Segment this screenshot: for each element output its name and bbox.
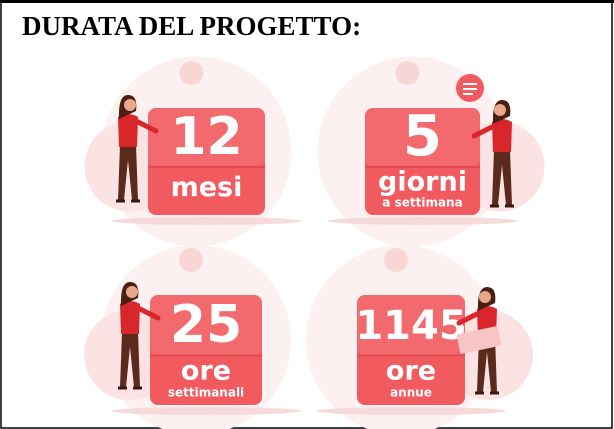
head [494,104,506,116]
unit: mesi [171,172,243,203]
infographic: DURATA DEL PROGETTO: 12 mesi 5giornia sett… [0,0,614,429]
head [124,99,136,111]
shadow [112,217,302,225]
head [479,291,491,303]
note: a settimana [382,196,462,210]
number: 25 [170,295,242,355]
note: annue [390,385,432,399]
shadow [328,217,518,225]
head [126,286,138,298]
blob-dot [396,61,420,85]
blob-dot [180,61,204,85]
unit: giorni [378,166,467,197]
blob-dot [384,248,408,272]
shadow [111,407,301,415]
number: 12 [170,107,242,167]
number: 5 [403,104,442,169]
title: DURATA DEL PROGETTO: [22,11,361,41]
unit: ore [386,356,436,387]
note: settimanali [168,385,244,399]
blob-dot [179,248,203,272]
page: DURATA DEL PROGETTO: 12 mesi 5giornia sett… [0,0,614,429]
shadow [316,407,506,415]
number: 1145 [355,303,466,349]
unit: ore [181,356,231,387]
